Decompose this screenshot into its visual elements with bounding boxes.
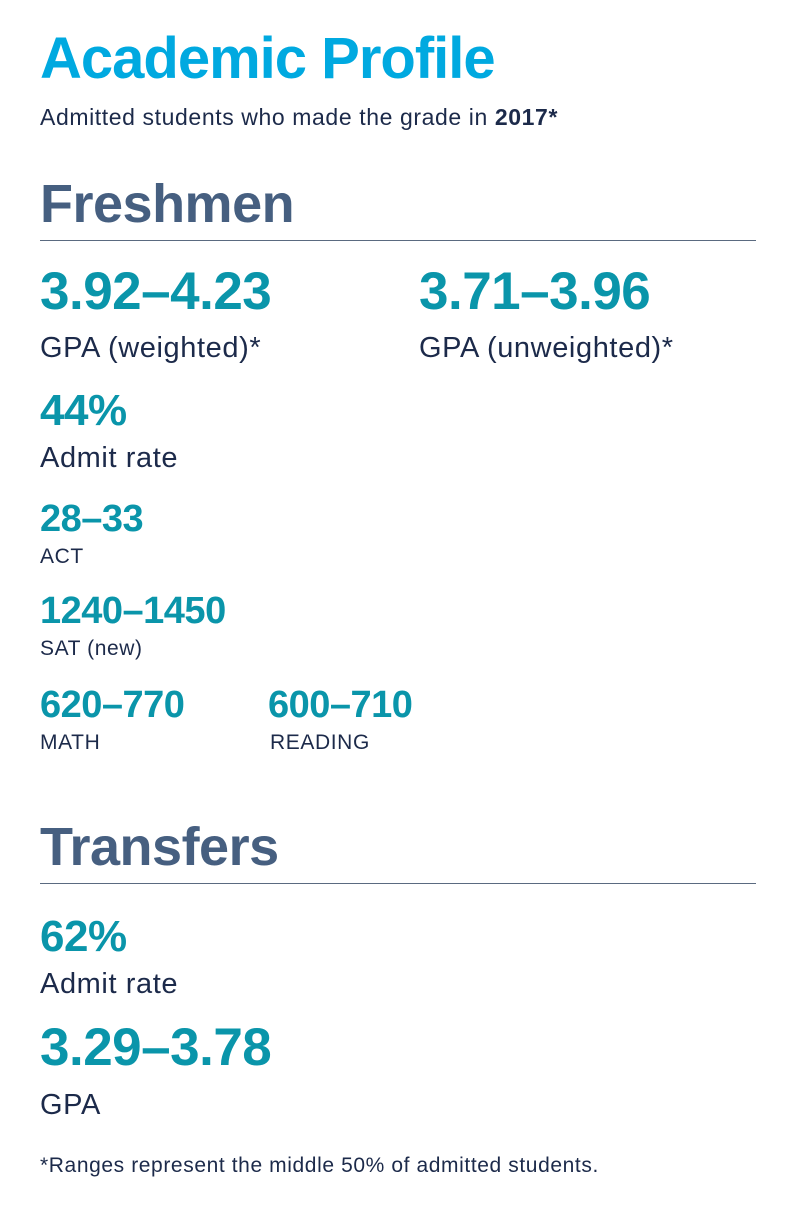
transfers-divider bbox=[40, 883, 756, 884]
subtitle-year: 2017* bbox=[494, 104, 558, 130]
transfers-admit-rate-value: 62% bbox=[40, 912, 127, 961]
gpa-weighted-value: 3.92–4.23 bbox=[40, 262, 272, 321]
transfers-admit-rate-label: Admit rate bbox=[40, 968, 179, 1000]
page-title: Academic Profile bbox=[40, 26, 496, 91]
transfers-heading: Transfers bbox=[40, 817, 279, 877]
gpa-unweighted-value: 3.71–3.96 bbox=[419, 262, 651, 321]
act-label: ACT bbox=[40, 545, 84, 568]
gpa-weighted-label: GPA (weighted)* bbox=[40, 332, 262, 364]
sat-label: SAT (new) bbox=[40, 637, 143, 660]
sat-reading-value: 600–710 bbox=[268, 684, 413, 726]
sat-reading-label: READING bbox=[270, 731, 370, 754]
transfers-gpa-label: GPA bbox=[40, 1089, 101, 1121]
freshmen-divider bbox=[40, 240, 756, 241]
subtitle-text: Admitted students who made the grade in bbox=[40, 104, 495, 130]
sat-math-value: 620–770 bbox=[40, 684, 185, 726]
freshmen-admit-rate-value: 44% bbox=[40, 386, 127, 435]
transfers-gpa-value: 3.29–3.78 bbox=[40, 1018, 272, 1077]
gpa-unweighted-label: GPA (unweighted)* bbox=[419, 332, 674, 364]
freshmen-admit-rate-label: Admit rate bbox=[40, 442, 179, 474]
sat-math-label: MATH bbox=[40, 731, 101, 754]
act-value: 28–33 bbox=[40, 498, 144, 540]
page-subtitle: Admitted students who made the grade in … bbox=[40, 102, 558, 132]
sat-value: 1240–1450 bbox=[40, 590, 226, 632]
freshmen-heading: Freshmen bbox=[40, 174, 295, 234]
footnote: *Ranges represent the middle 50% of admi… bbox=[40, 1154, 599, 1177]
